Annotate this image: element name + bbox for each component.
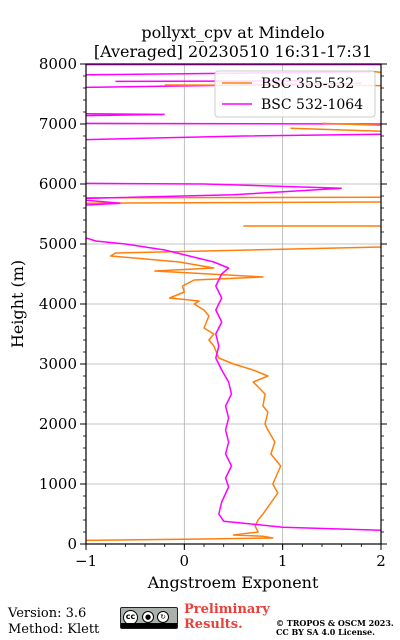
y-tick-label: 4000 bbox=[39, 295, 77, 313]
badge-strip bbox=[121, 623, 177, 628]
series-line-1 bbox=[86, 237, 381, 531]
noise-segment-4 bbox=[86, 182, 342, 200]
data-series bbox=[86, 237, 381, 542]
chart-title-line1: pollyxt_cpv at Mindelo bbox=[141, 23, 324, 42]
copyright-line2: CC BY SA 4.0 License. bbox=[276, 627, 375, 637]
y-axis-label: Height (m) bbox=[8, 260, 27, 348]
x-tick-label: −1 bbox=[75, 552, 97, 570]
noise-segment-8 bbox=[321, 122, 381, 126]
creative-commons-by-sa-icon: cc ● ↻ bbox=[120, 607, 178, 629]
copyright-line1: © TROPOS & OSCM 2023. bbox=[276, 618, 394, 628]
sa-icon: ↻ bbox=[157, 611, 169, 623]
preliminary-notice: Preliminary Results. bbox=[184, 602, 270, 632]
chart-title-line2: [Averaged] 20230510 16:31-17:31 bbox=[94, 42, 372, 61]
y-tick-label: 3000 bbox=[39, 355, 77, 373]
noise-segment-9 bbox=[86, 113, 165, 117]
by-icon: ● bbox=[142, 611, 154, 623]
y-tick-label: 6000 bbox=[39, 175, 77, 193]
copyright-notice: © TROPOS & OSCM 2023. CC BY SA 4.0 Licen… bbox=[276, 619, 394, 637]
y-tick-label: 2000 bbox=[39, 415, 77, 433]
noise-segment-5 bbox=[86, 133, 381, 141]
y-tick-label: 5000 bbox=[39, 235, 77, 253]
x-tick-label: 1 bbox=[278, 552, 288, 570]
legend-label-bsc-532-1064: BSC 532-1064 bbox=[261, 97, 363, 113]
x-tick-label: 0 bbox=[180, 552, 190, 570]
noise-segment-1 bbox=[86, 201, 381, 204]
noise-segment-2 bbox=[86, 199, 121, 206]
footer-info: Version: 3.6 Method: Klett bbox=[8, 606, 99, 638]
preliminary-line1: Preliminary bbox=[184, 602, 270, 617]
y-tick-label: 0 bbox=[67, 535, 77, 553]
y-tick-label: 7000 bbox=[39, 115, 77, 133]
preliminary-line2: Results. bbox=[184, 617, 243, 632]
x-tick-label: 2 bbox=[376, 552, 386, 570]
legend-box bbox=[214, 70, 376, 118]
method-text: Method: Klett bbox=[8, 622, 100, 637]
x-axis-label: Angstroem Exponent bbox=[147, 573, 319, 592]
legend-label-bsc-355-532: BSC 355-532 bbox=[261, 76, 354, 92]
legend: BSC 355-532 BSC 532-1064 bbox=[214, 70, 376, 118]
series-line-0 bbox=[86, 246, 381, 542]
y-tick-label: 1000 bbox=[39, 475, 77, 493]
plot-area bbox=[86, 64, 381, 542]
noise-segment-6 bbox=[290, 127, 381, 132]
y-tick-label: 8000 bbox=[39, 55, 77, 73]
version-text: Version: 3.6 bbox=[8, 606, 87, 621]
